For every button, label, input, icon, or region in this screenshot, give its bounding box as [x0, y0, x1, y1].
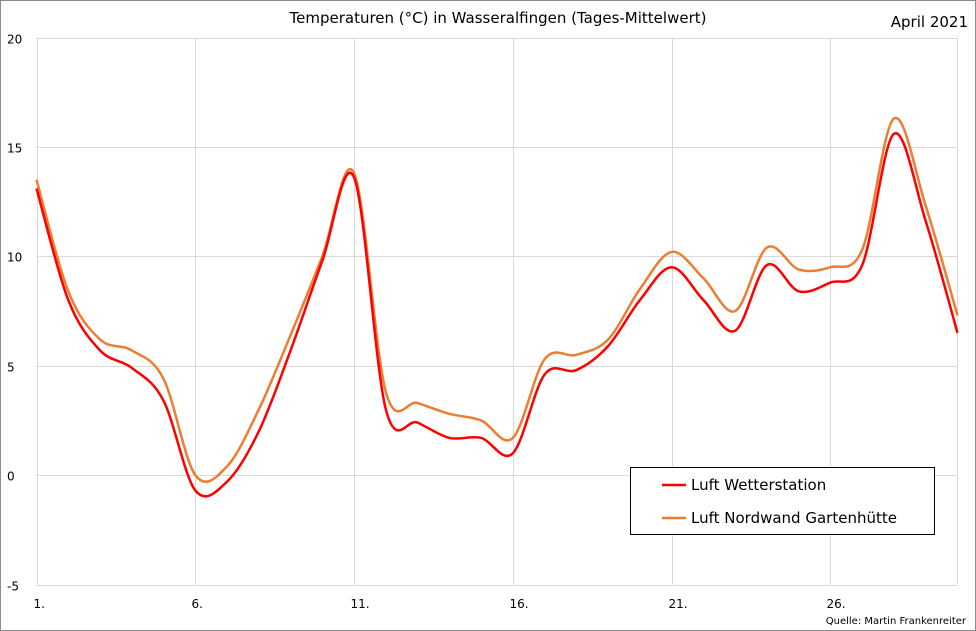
- y-tick-label: 0: [7, 470, 15, 484]
- x-tick-label: 6.: [192, 597, 203, 611]
- series-line-gartenhuette: [35, 116, 959, 483]
- legend-label-gartenhuette: Luft Nordwand Gartenhütte: [691, 509, 897, 527]
- chart-subtitle: April 2021: [891, 13, 968, 31]
- series-line-wetterstation: [35, 132, 959, 498]
- legend: Luft Wetterstation Luft Nordwand Gartenh…: [630, 467, 935, 535]
- y-tick-label: -5: [7, 580, 19, 594]
- x-tick-label: 26.: [827, 597, 846, 611]
- y-tick-label: 5: [7, 361, 15, 375]
- tick-labels: -5 0 5 10 15 20 1. 6. 11. 16. 21. 26.: [7, 33, 846, 612]
- x-tick-label: 21.: [669, 597, 688, 611]
- y-tick-label: 15: [7, 142, 22, 156]
- y-tick-label: 10: [7, 251, 22, 265]
- legend-box: [630, 467, 935, 535]
- x-tick-label: 11.: [351, 597, 370, 611]
- series-lines: [35, 116, 959, 498]
- grid: [36, 37, 958, 586]
- chart-title: Temperaturen (°C) in Wasseralfingen (Tag…: [289, 9, 707, 27]
- source-note: Quelle: Martin Frankenreiter: [826, 616, 967, 627]
- x-tick-label: 1.: [34, 597, 45, 611]
- x-tick-label: 16.: [510, 597, 529, 611]
- y-tick-label: 20: [7, 33, 22, 47]
- legend-label-wetterstation: Luft Wetterstation: [691, 476, 826, 494]
